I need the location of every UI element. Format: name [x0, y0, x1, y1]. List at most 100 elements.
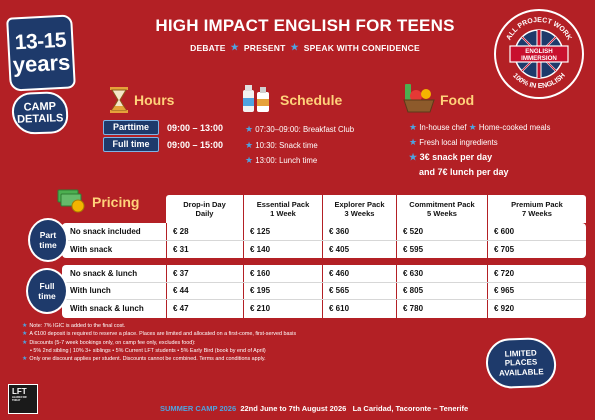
- footer-info: SUMMER CAMP 2026 22nd June to 7th August…: [160, 404, 468, 413]
- price-cell: € 460: [322, 265, 396, 282]
- food-list: ★ In-house chef ★ Home-cooked meals ★ Fr…: [409, 120, 550, 180]
- star-icon: ★: [409, 152, 418, 162]
- table-row: No snack included € 28 € 125 € 360 € 520…: [62, 223, 586, 241]
- list-item: ★ Fresh local ingredients: [409, 135, 550, 150]
- note-text: A €100 deposit is required to reserve a …: [29, 331, 297, 338]
- column-header-name: Drop-in Day: [183, 200, 226, 209]
- price-cell: € 965: [487, 282, 586, 299]
- parttime-badge-line1: Part: [39, 230, 57, 240]
- column-header-duration: 3 Weeks: [344, 209, 375, 218]
- english-immersion-emblem: ALL PROJECT WORK 100% IN ENGLISH ENGLISH…: [493, 8, 585, 100]
- star-icon: ★: [409, 122, 418, 132]
- price-cell: € 405: [322, 240, 396, 258]
- parttime-badge-line2: time: [39, 240, 57, 250]
- hours-heading: Hours: [134, 92, 175, 108]
- subtitle-speak: SPEAK WITH CONFIDENCE: [303, 42, 420, 53]
- food-basket-icon: [402, 82, 436, 114]
- star-icon: ★: [22, 331, 28, 338]
- column-header-duration: 1 Week: [270, 209, 296, 218]
- fulltime-badge-line1: Full: [39, 281, 55, 291]
- camp-details-line2: DETAILS: [16, 112, 64, 126]
- price-cell: € 805: [396, 282, 487, 299]
- list-item: ★ 3€ snack per day: [409, 150, 550, 165]
- table-row: No snack & lunch € 37 € 160 € 460 € 630 …: [62, 265, 586, 283]
- schedule-item: 10:30: Snack time: [255, 140, 318, 150]
- list-item: ★ 07:30–09:00: Breakfast Club: [245, 122, 354, 138]
- limited-line3: AVAILABLE: [498, 366, 544, 378]
- parttime-hours: 09:00 – 13:00: [167, 122, 224, 133]
- age-badge: 13-15 years: [6, 14, 76, 92]
- star-icon: ★: [230, 42, 239, 52]
- star-icon: ★: [409, 137, 418, 147]
- fulltime-hours: 09:00 – 15:00: [167, 139, 224, 150]
- schedule-item: 07:30–09:00: Breakfast Club: [255, 125, 355, 134]
- footer-location: La Caridad, Tacoronte – Tenerife: [352, 404, 469, 413]
- row-label: No snack included: [70, 226, 141, 236]
- fulltime-label: Full time: [103, 137, 159, 152]
- note-text: • 5% 2nd sibling | 10% 3+ siblings • 5% …: [30, 347, 266, 354]
- list-item: ★ In-house chef ★ Home-cooked meals: [409, 120, 550, 135]
- price-cell: € 720: [487, 265, 586, 282]
- hourglass-icon: [108, 86, 130, 114]
- note-item: • 5% 2nd sibling | 10% 3+ siblings • 5% …: [22, 347, 482, 355]
- subtitle-present: PRESENT: [243, 42, 286, 53]
- pricing-heading: Pricing: [92, 194, 140, 210]
- food-item: Fresh local ingredients: [419, 138, 498, 147]
- fulltime-badge: Full time: [26, 268, 68, 314]
- note-item: ★ A €100 deposit is required to reserve a…: [22, 330, 482, 338]
- price-cell: € 160: [243, 265, 322, 282]
- star-icon: ★: [290, 42, 299, 52]
- row-label: No snack & lunch: [70, 268, 138, 278]
- star-icon: ★: [22, 323, 28, 329]
- price-cell: € 920: [487, 300, 586, 318]
- column-header-name: Premium Pack: [511, 200, 563, 209]
- price-cell: € 28: [166, 223, 243, 240]
- page-subtitle: DEBATE ★ PRESENT ★ SPEAK WITH CONFIDENCE: [110, 42, 500, 53]
- price-cell: € 125: [243, 223, 322, 240]
- star-icon: ★: [468, 122, 477, 132]
- price-cell: € 140: [243, 240, 322, 258]
- list-item: ★ 10:30: Snack time: [245, 138, 354, 154]
- footer-dates: 22nd June to 7th August 2026: [240, 404, 347, 413]
- note-text: Only one discount applies per student. D…: [29, 356, 266, 363]
- row-label: With snack: [70, 244, 113, 254]
- food-heading: Food: [440, 92, 475, 108]
- price-cell: € 600: [487, 223, 586, 240]
- price-cell: € 47: [166, 300, 243, 318]
- column-header: Essential Pack 1 Week: [243, 195, 322, 223]
- age-unit: years: [12, 49, 71, 78]
- star-icon: ★: [22, 339, 28, 346]
- subtitle-debate: DEBATE: [190, 42, 226, 53]
- parttime-badge: Part time: [28, 218, 68, 262]
- table-row: With snack € 31 € 140 € 405 € 595 € 705: [62, 240, 586, 258]
- note-item: ★ Discounts (5-7 week bookings only, on c…: [22, 339, 482, 347]
- column-header-name: Explorer Pack: [334, 200, 385, 209]
- food-item: Home-cooked meals: [478, 123, 551, 132]
- note-text: Discounts (5-7 week bookings only, on ca…: [29, 339, 196, 346]
- emblem-center-line1: ENGLISH: [525, 48, 553, 55]
- column-header-duration: 5 Weeks: [427, 209, 457, 218]
- price-cell: € 37: [166, 265, 243, 282]
- schedule-heading: Schedule: [280, 92, 343, 108]
- price-cell: € 520: [396, 223, 487, 240]
- star-icon: ★: [245, 155, 254, 165]
- column-header: Commitment Pack 5 Weeks: [396, 195, 487, 223]
- price-cell: € 610: [322, 300, 396, 318]
- schedule-item: 13:00: Lunch time: [255, 156, 318, 165]
- camp-details-badge: CAMP DETAILS: [11, 91, 69, 135]
- price-cell: € 780: [396, 300, 487, 318]
- column-header-name: Essential Pack: [256, 200, 310, 209]
- page-title: HIGH IMPACT ENGLISH FOR TEENS: [155, 16, 455, 35]
- price-cell: € 595: [396, 240, 487, 258]
- column-header: Premium Pack 7 Weeks: [487, 195, 586, 223]
- food-price-line1: 3€ snack per day: [419, 152, 493, 162]
- price-cell: € 705: [487, 240, 586, 258]
- cash-icon: [56, 186, 86, 214]
- parttime-label: Parttime: [103, 120, 159, 135]
- note-text: Note: 7% IGIC is added to the final cost…: [29, 323, 126, 329]
- price-cell: € 565: [322, 282, 396, 299]
- footer-camp: SUMMER CAMP 2026: [160, 404, 237, 413]
- hours-row-fulltime: Full time 09:00 – 15:00: [103, 137, 223, 152]
- column-header: Drop-in Day Daily: [166, 195, 243, 223]
- price-cell: € 210: [243, 300, 322, 318]
